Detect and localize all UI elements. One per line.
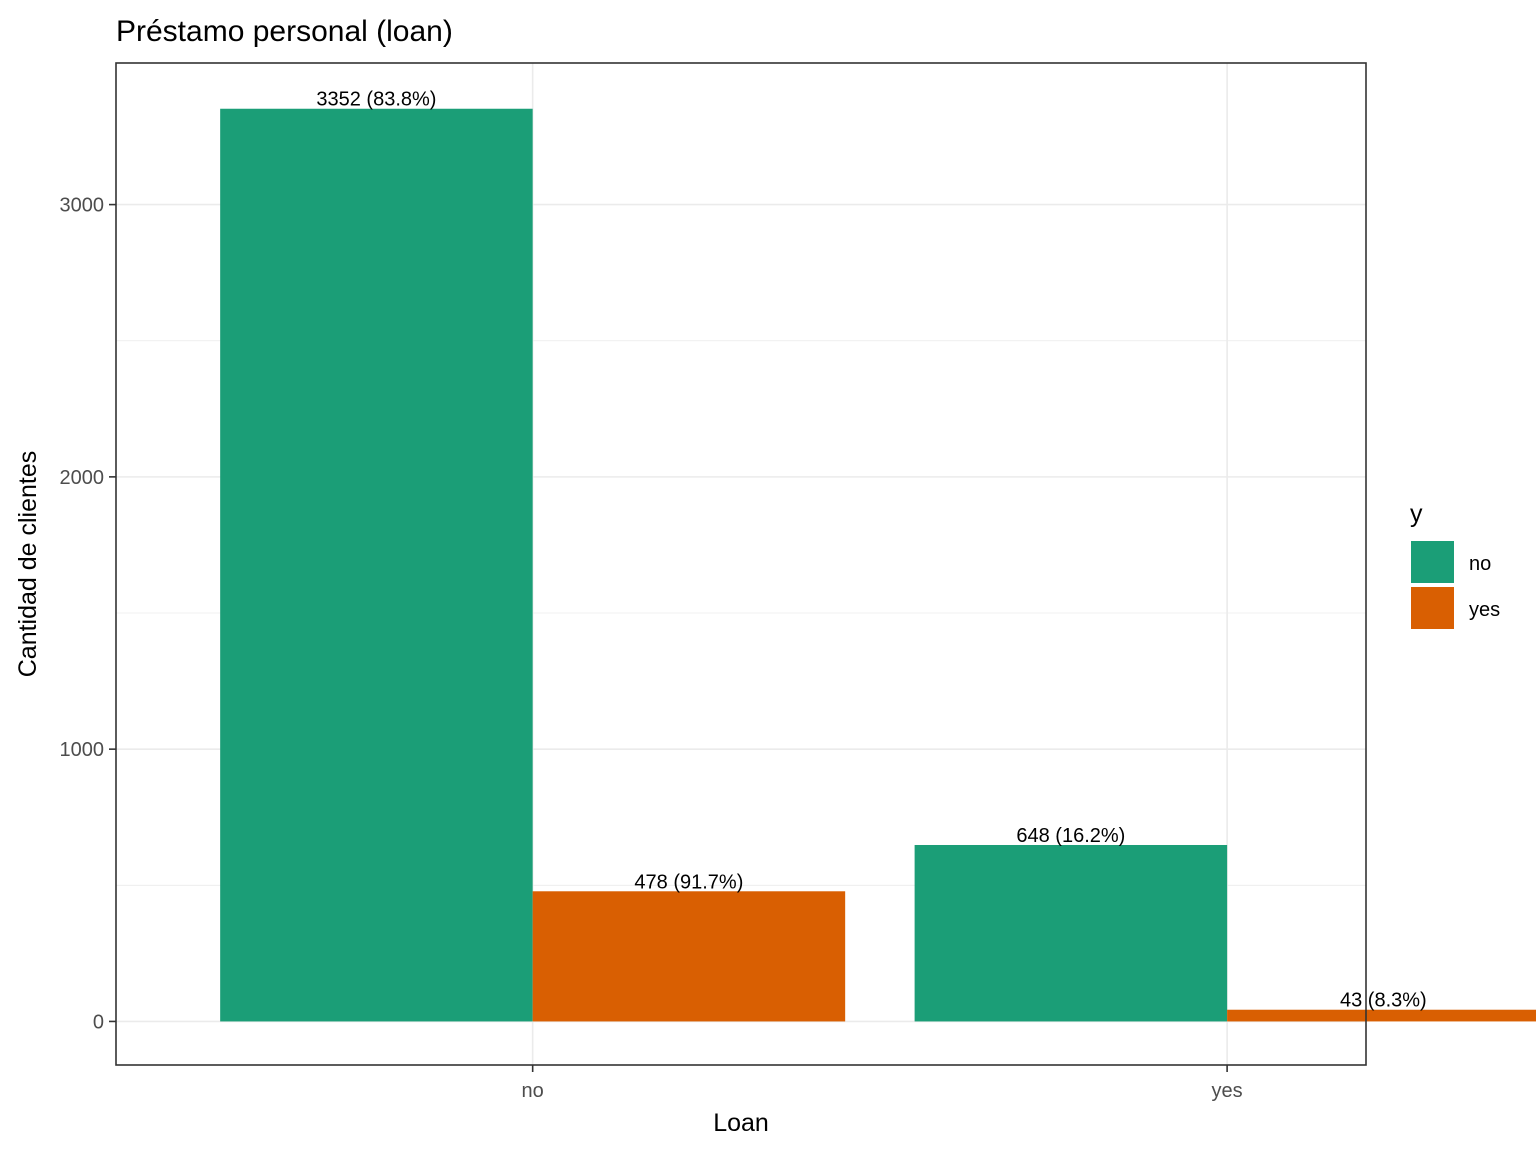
chart-title: Préstamo personal (loan) bbox=[116, 15, 453, 48]
y-tick-label: 3000 bbox=[60, 195, 105, 217]
legend-label-no: no bbox=[1469, 553, 1491, 575]
y-axis: 0 1000 2000 3000 bbox=[60, 195, 116, 1033]
bar-yes-yes bbox=[1227, 1009, 1536, 1022]
legend-key-no bbox=[1411, 541, 1454, 583]
legend-items: no yes bbox=[1411, 541, 1500, 629]
bars bbox=[220, 108, 1536, 1022]
panel-border bbox=[115, 62, 1367, 1066]
y-tick-label: 2000 bbox=[60, 467, 105, 489]
bar-label: 43 (8.3%) bbox=[1340, 990, 1427, 1012]
x-axis-title: Loan bbox=[713, 1109, 769, 1137]
legend: y no yes bbox=[1410, 500, 1500, 629]
x-axis: no yes bbox=[522, 1065, 1243, 1102]
x-tick-label: yes bbox=[1212, 1080, 1243, 1102]
bar-label: 648 (16.2%) bbox=[1016, 825, 1125, 847]
bar-no-yes bbox=[532, 891, 846, 1022]
legend-key-yes bbox=[1411, 587, 1454, 629]
y-axis-title: Cantidad de clientes bbox=[14, 451, 42, 678]
y-tick-label: 0 bbox=[93, 1011, 104, 1033]
y-tick-label: 1000 bbox=[60, 739, 105, 761]
bar-label: 3352 (83.8%) bbox=[316, 89, 436, 111]
bar-labels: 3352 (83.8%) 648 (16.2%) 478 (91.7%) 43 (8.… bbox=[316, 89, 1426, 1012]
bar-yes-no bbox=[914, 844, 1228, 1022]
legend-label-yes: yes bbox=[1469, 599, 1500, 621]
x-tick-label: no bbox=[522, 1080, 544, 1102]
legend-title: y bbox=[1410, 500, 1423, 528]
bar-no-no bbox=[220, 108, 533, 1022]
bar-label: 478 (91.7%) bbox=[634, 871, 743, 893]
